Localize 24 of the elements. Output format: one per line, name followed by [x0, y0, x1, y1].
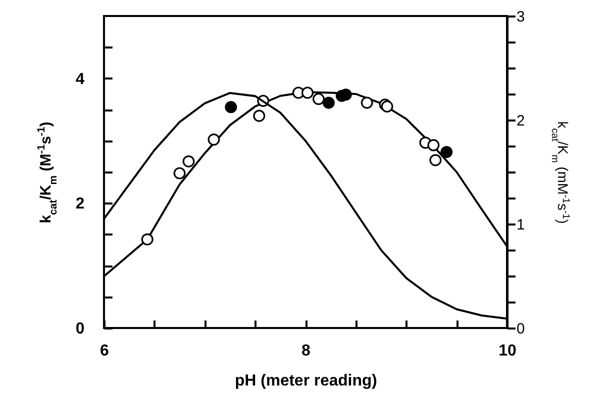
- x-tick-label: 10: [498, 342, 516, 360]
- point: [208, 134, 220, 146]
- y-tick-label: 0: [76, 320, 85, 338]
- x-tick-label: 6: [100, 342, 110, 360]
- point: [360, 96, 373, 109]
- point: [253, 110, 266, 122]
- point: [182, 155, 195, 168]
- point: [427, 139, 440, 152]
- y2-tick-label: 1: [516, 216, 525, 234]
- y2-tick-label: 3: [516, 8, 525, 26]
- point: [301, 86, 314, 99]
- x-axis-title: pH (meter reading): [234, 372, 378, 390]
- x-tick-label: 8: [302, 342, 311, 360]
- y-tick-label: 2: [76, 196, 85, 213]
- point: [141, 233, 154, 246]
- point: [429, 154, 442, 166]
- y2-tick-label: 2: [516, 112, 525, 130]
- point: [440, 146, 453, 158]
- point: [224, 101, 237, 114]
- point: [174, 167, 186, 180]
- point: [322, 96, 335, 109]
- point: [312, 92, 325, 106]
- y2-tick-label: 0: [516, 320, 525, 338]
- y-tick-label: 4: [76, 70, 85, 88]
